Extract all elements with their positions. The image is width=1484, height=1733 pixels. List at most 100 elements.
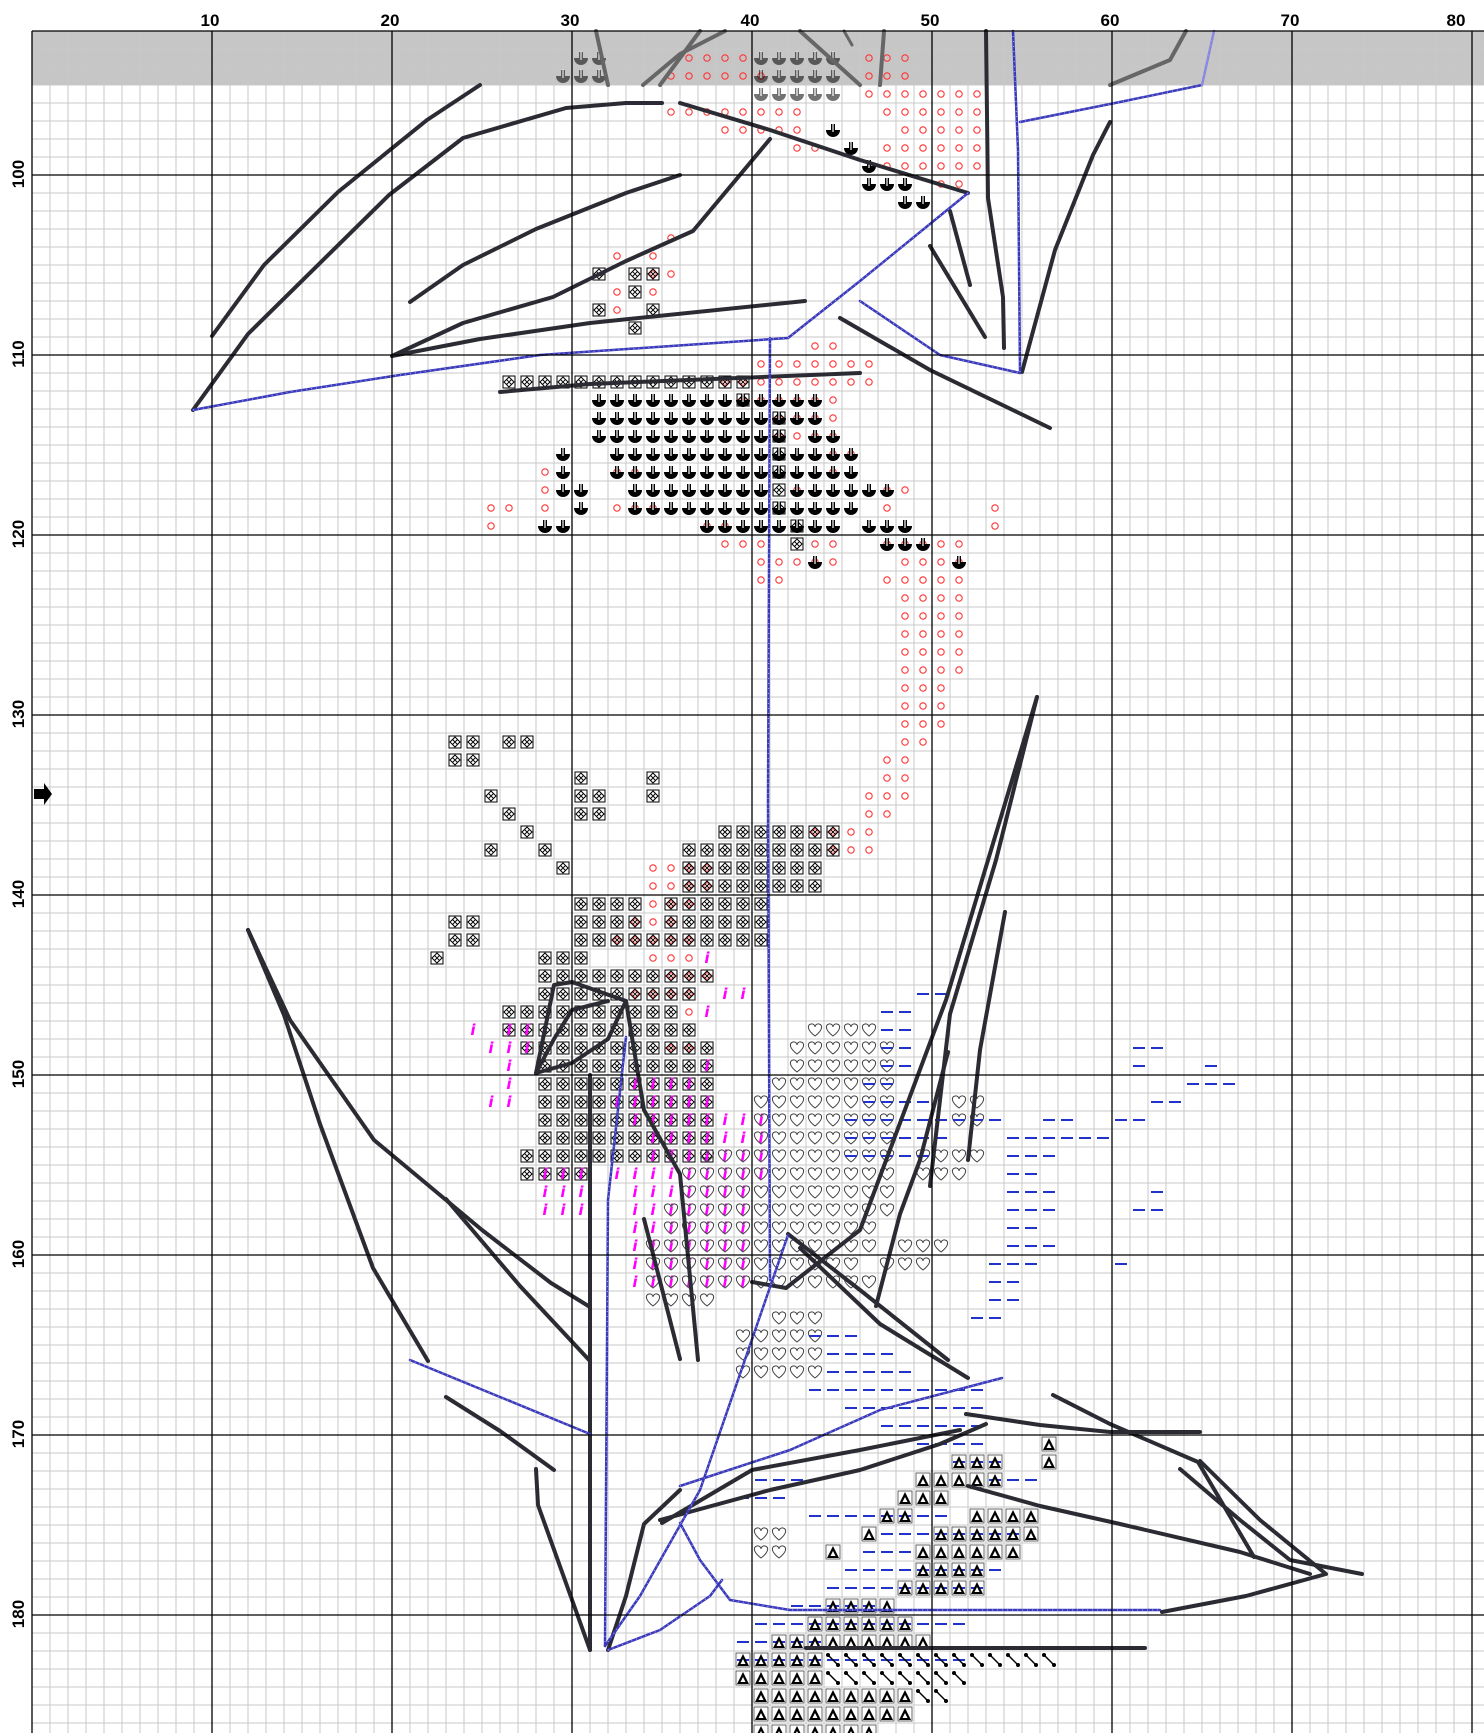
heart-outline-glyph [735, 1149, 751, 1163]
svg-text:i: i [470, 1021, 476, 1039]
small-circle-glyph [613, 252, 621, 260]
anchor-glyph [754, 393, 768, 407]
anchor-glyph [718, 501, 732, 515]
boxed-diamond-glyph [520, 1005, 534, 1019]
heart-outline-glyph [789, 1113, 805, 1127]
anchor-glyph [844, 141, 858, 155]
anchor-glyph [556, 447, 570, 461]
boxed-diamond-glyph [574, 951, 588, 965]
svg-text:i: i [704, 1237, 710, 1255]
small-circle-glyph [757, 108, 765, 116]
svg-text:i: i [686, 1237, 692, 1255]
italic-i-glyph: i [704, 1003, 710, 1021]
anchor-glyph [682, 483, 696, 497]
anchor-glyph [826, 87, 840, 101]
filled-triangle-glyph [951, 1454, 967, 1470]
filled-triangle-glyph [969, 1472, 985, 1488]
anchor-glyph [592, 393, 606, 407]
boxed-diamond-glyph [592, 969, 606, 983]
svg-text:i: i [632, 1255, 638, 1273]
heart-outline-glyph [753, 1095, 769, 1109]
anchor-glyph [538, 519, 552, 533]
small-circle-glyph [739, 126, 747, 134]
boxed-diamond-glyph [700, 1113, 714, 1127]
boxed-diamond-glyph [574, 933, 588, 947]
boxed-diamond-glyph [574, 1131, 588, 1145]
boxed-diamond-glyph [754, 897, 768, 911]
svg-text:i: i [722, 1129, 728, 1147]
anchor-glyph [736, 411, 750, 425]
backstitch-dark [842, 29, 854, 47]
small-circle-glyph [793, 126, 801, 134]
heart-outline-glyph [699, 1221, 715, 1235]
heart-outline-glyph [861, 1095, 877, 1109]
heart-outline-glyph [807, 1095, 823, 1109]
filled-triangle-glyph [969, 1526, 985, 1542]
italic-i-glyph: i [722, 1219, 728, 1237]
backstitch-dark [948, 209, 972, 287]
boxed-diamond-glyph [682, 897, 696, 911]
boxed-diamond-glyph [592, 1005, 606, 1019]
small-circle-glyph [775, 576, 783, 584]
backstitch-dark [191, 101, 664, 412]
anchor-glyph [664, 393, 678, 407]
anchor-glyph [808, 501, 822, 515]
anchor-glyph [574, 69, 588, 83]
anchor-glyph [952, 555, 966, 569]
small-circle-glyph [721, 126, 729, 134]
italic-i-glyph: i [542, 1201, 548, 1219]
boxed-diamond-glyph [736, 843, 750, 857]
italic-i-glyph: i [740, 1129, 746, 1147]
filled-triangle-glyph [789, 1688, 805, 1704]
heart-outline-glyph [879, 1095, 895, 1109]
svg-text:i: i [740, 1273, 746, 1291]
small-circle-glyph [775, 378, 783, 386]
column-label: 10 [201, 11, 220, 30]
anchor-glyph [574, 51, 588, 65]
anchor-glyph [682, 429, 696, 443]
small-circle-glyph [829, 558, 837, 566]
boxed-diamond-glyph [808, 879, 822, 893]
anchor-glyph [808, 429, 822, 443]
boxed-diamond-glyph [772, 861, 786, 875]
boxed-diamond-glyph [682, 1023, 696, 1037]
heart-outline-glyph [771, 1095, 787, 1109]
filled-triangle-glyph [753, 1706, 769, 1722]
small-circle-glyph [901, 558, 909, 566]
anchor-glyph [682, 447, 696, 461]
svg-text:i: i [704, 949, 710, 967]
diagonal-dots-glyph [862, 1671, 876, 1685]
backstitch-dark [874, 1050, 950, 1308]
backstitch-dark [658, 29, 702, 87]
italic-i-glyph: i [470, 1021, 476, 1039]
backstitch-blue [766, 336, 772, 1282]
small-circle-glyph [487, 522, 495, 530]
italic-i-glyph: i [686, 1075, 692, 1093]
boxed-diamond-glyph [574, 1113, 588, 1127]
backstitch-dark [390, 137, 772, 358]
svg-text:i: i [722, 1219, 728, 1237]
anchor-glyph [754, 501, 768, 515]
anchor-glyph [916, 537, 930, 551]
heart-outline-glyph [681, 1293, 697, 1307]
svg-text:i: i [668, 1201, 674, 1219]
anchor-glyph [826, 519, 840, 533]
diagonal-dots-glyph [826, 1653, 840, 1667]
italic-i-glyph: i [668, 1255, 674, 1273]
boxed-diamond-glyph [556, 987, 570, 1001]
italic-i-glyph: i [722, 1111, 728, 1129]
row-label: 170 [9, 1420, 28, 1448]
heart-outline-glyph [897, 1257, 913, 1271]
heart-outline-glyph [807, 1077, 823, 1091]
heart-outline-glyph [807, 1041, 823, 1055]
boxed-diamond-glyph [754, 843, 768, 857]
major-grid-lines [31, 30, 1484, 1733]
small-circle-glyph [667, 900, 675, 908]
diagonal-dots-glyph [952, 1671, 966, 1685]
small-circle-glyph [739, 540, 747, 548]
svg-text:i: i [704, 1183, 710, 1201]
heart-outline-glyph [717, 1185, 733, 1199]
boxed-diamond-glyph [754, 879, 768, 893]
heart-outline-glyph [735, 1329, 751, 1343]
boxed-diamond-glyph [592, 303, 606, 317]
